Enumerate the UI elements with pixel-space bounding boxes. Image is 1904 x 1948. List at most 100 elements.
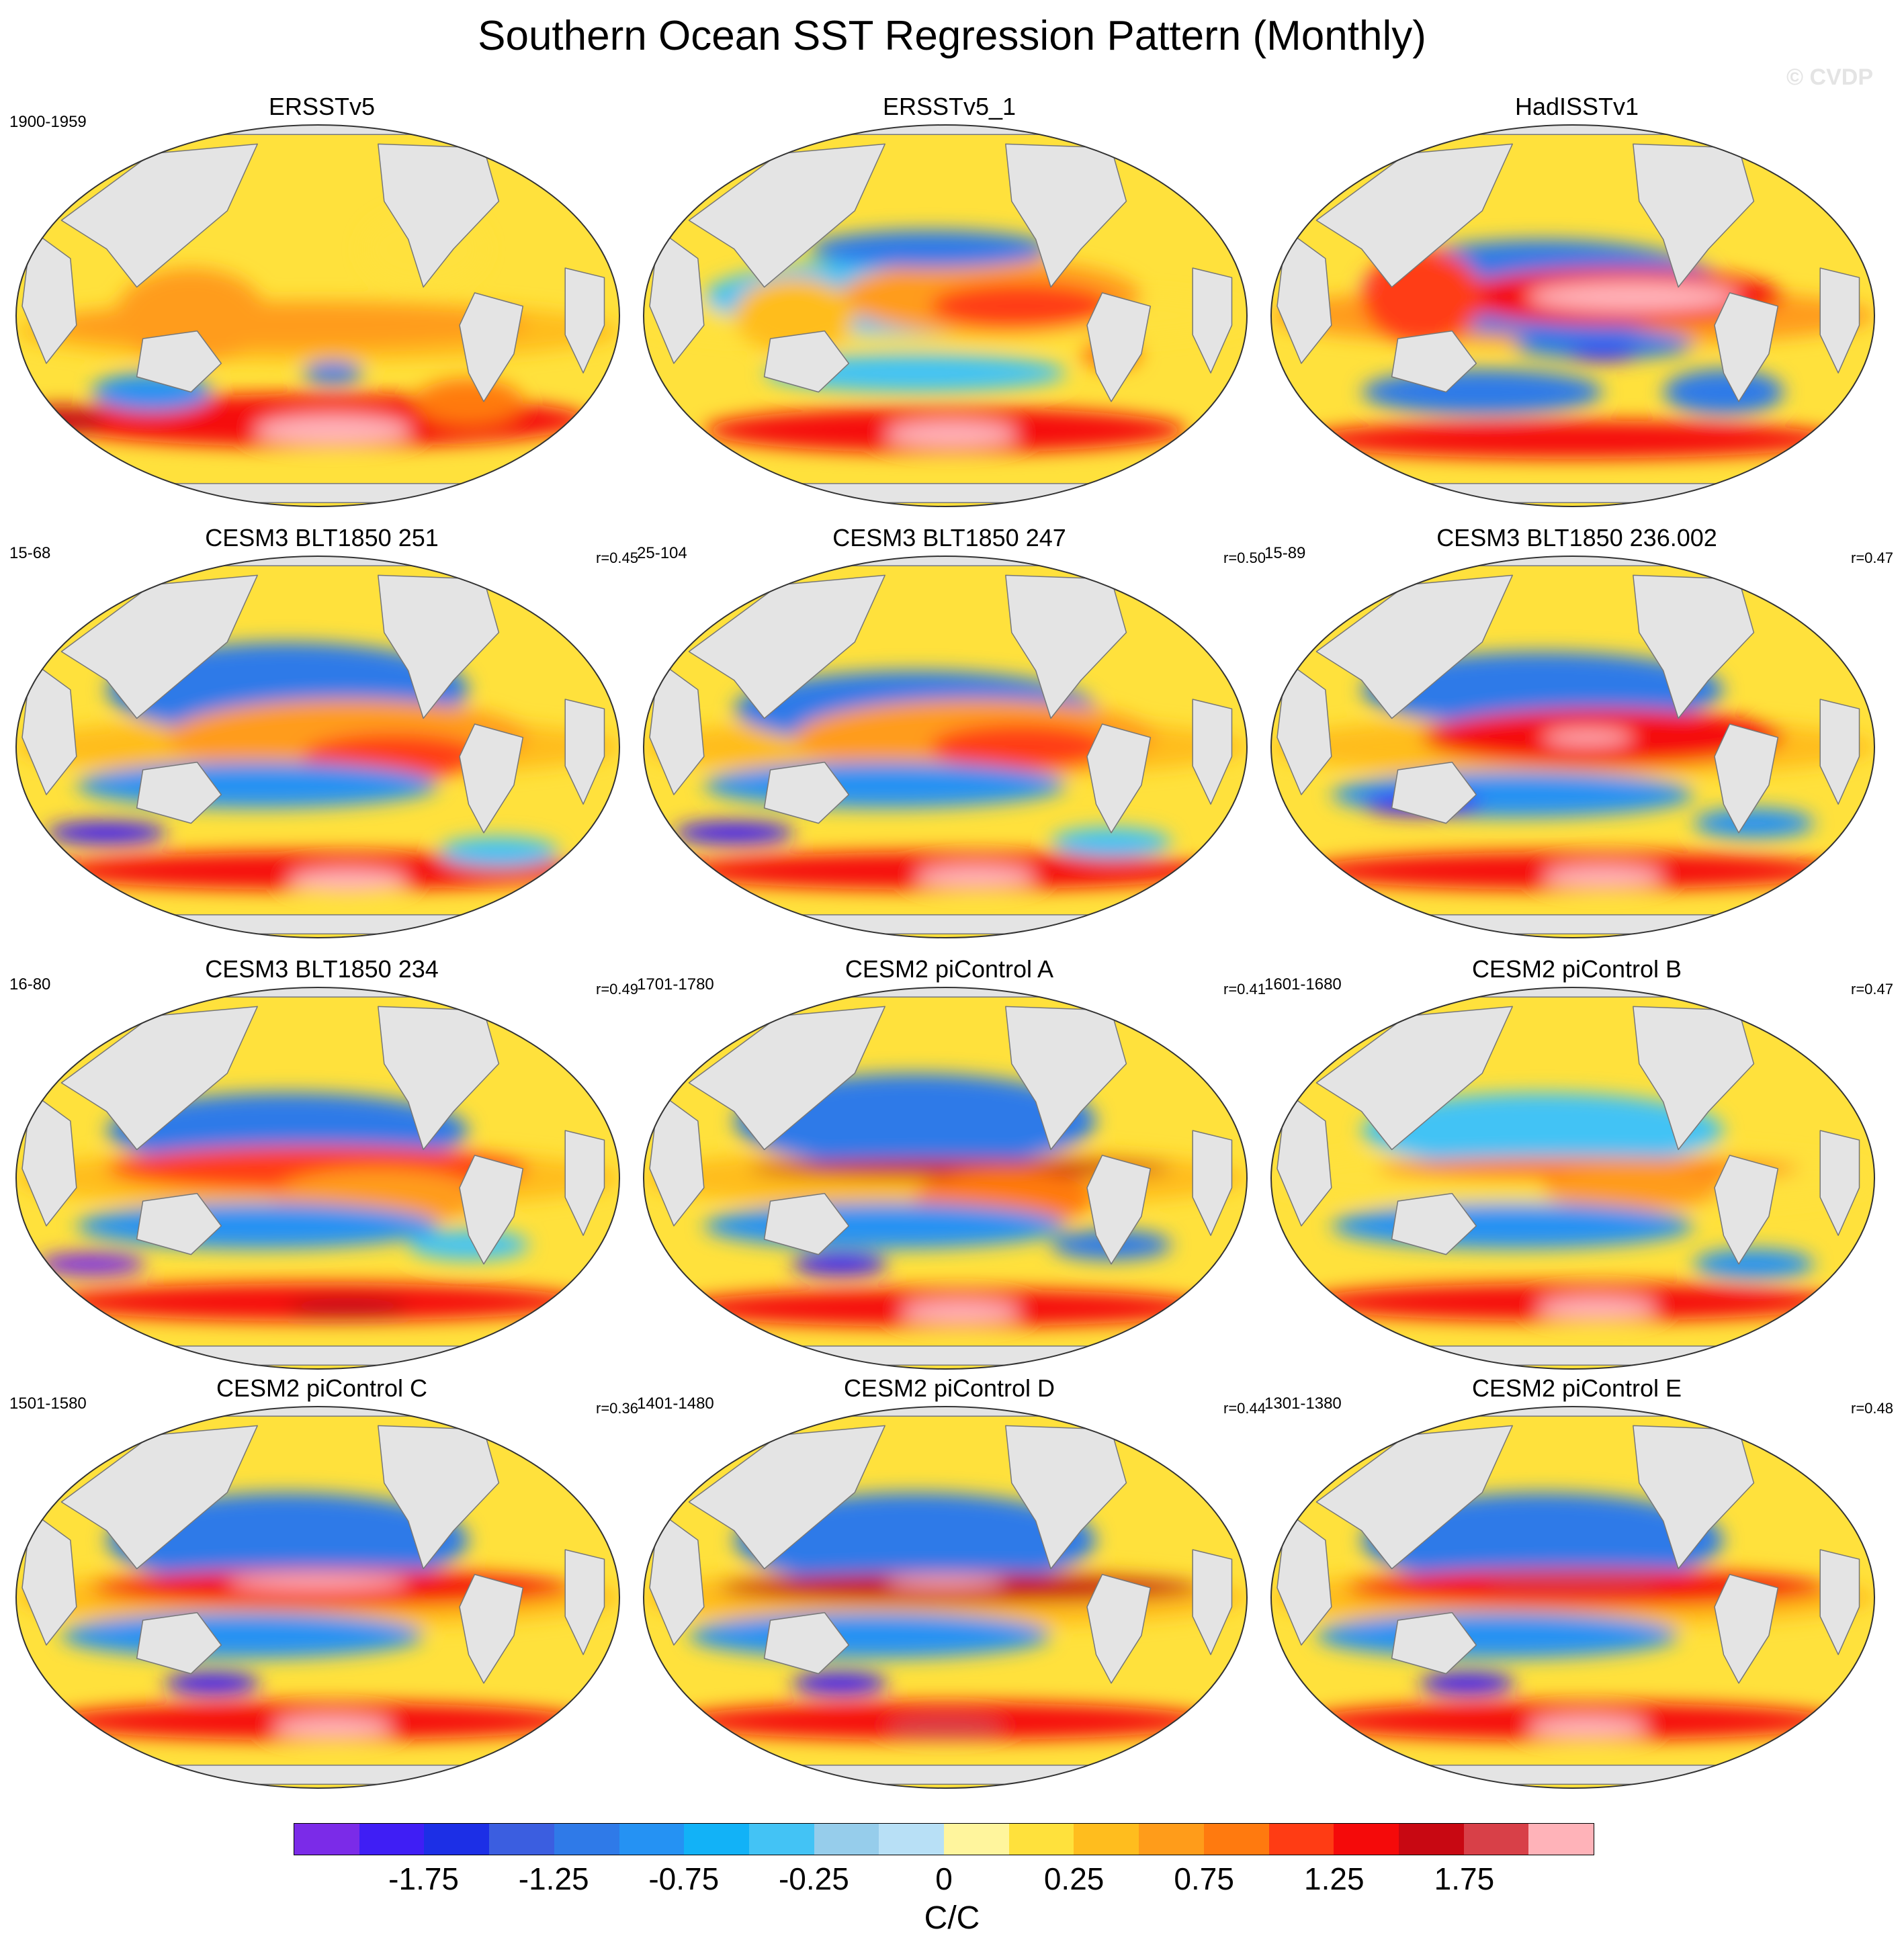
colorbar-swatch	[294, 1824, 359, 1855]
sst-anomaly-region	[930, 723, 1111, 770]
sst-anomaly-region	[930, 283, 1111, 329]
continent-asia	[688, 574, 885, 719]
continent-europe-africa-w	[1276, 660, 1332, 795]
continent-antarctica	[718, 483, 1172, 504]
sst-anomaly-region	[288, 869, 408, 892]
sst-anomaly-region	[288, 1296, 408, 1320]
map-panel: CESM2 piControl B 1601-1680 r=0.47	[1264, 955, 1893, 1386]
panel-period: 1701-1780	[637, 975, 714, 993]
sst-anomaly-region	[885, 1716, 1006, 1739]
map-panel: CESM2 piControl E 1301-1380 r=0.48	[1264, 1374, 1893, 1806]
colorbar-swatch	[1528, 1824, 1594, 1855]
continent-asia	[1315, 143, 1513, 288]
map-panel: CESM2 piControl D 1401-1480 r=0.44	[637, 1374, 1266, 1806]
colorbar-swatch	[1139, 1824, 1204, 1855]
continent-africa	[1192, 1549, 1233, 1655]
panel-pattern-correlation: r=0.36	[596, 1400, 638, 1417]
sst-anomaly-region	[61, 1612, 424, 1658]
sst-anomaly-region	[703, 1202, 1066, 1249]
continent-south-america	[1086, 723, 1152, 834]
continent-antarctica	[91, 914, 545, 935]
continent-asia	[1315, 1006, 1513, 1151]
map-border	[15, 124, 620, 507]
sst-regression-map	[1270, 124, 1875, 507]
map-panel: CESM3 BLT1850 251 15-68 r=0.45	[9, 524, 638, 955]
continent-africa	[1819, 699, 1860, 805]
continent-australia	[1391, 1611, 1477, 1675]
continent-antarctica	[1346, 483, 1800, 504]
panel-title: ERSSTv5_1	[882, 93, 1016, 120]
map-border	[15, 556, 620, 938]
map-border	[643, 1406, 1248, 1789]
continent-australia	[763, 1611, 850, 1675]
panel-title: CESM2 piControl C	[216, 1374, 428, 1402]
continent-antarctica	[718, 1345, 1172, 1366]
map-panel: ERSSTv5 1900-1959	[9, 93, 634, 524]
colorbar-swatch	[359, 1824, 425, 1855]
panel-title: CESM3 BLT1850 247	[832, 524, 1066, 551]
sst-anomaly-region	[1316, 1612, 1679, 1658]
colorbar-swatch	[1074, 1824, 1139, 1855]
colorbar-swatch	[1268, 1824, 1334, 1855]
sst-anomaly-region	[76, 762, 439, 808]
sst-anomaly-region	[438, 836, 560, 867]
panel-period: 16-80	[9, 975, 51, 993]
continent-arctic	[1421, 556, 1725, 566]
continent-antarctica	[718, 914, 1172, 935]
continent-europe-africa-w	[21, 1511, 77, 1646]
panel-pattern-correlation: r=0.44	[1223, 1400, 1266, 1417]
sst-anomaly-region	[900, 1300, 1021, 1323]
sst-anomaly-region	[1301, 420, 1845, 459]
colorbar-swatch	[424, 1824, 490, 1855]
sst-regression-map	[15, 1406, 620, 1789]
sst-anomaly-region	[272, 1716, 394, 1739]
continent-south-america	[1714, 723, 1779, 834]
continent-arctic	[793, 987, 1097, 998]
panel-pattern-correlation: r=0.48	[1851, 1400, 1893, 1417]
sst-anomaly-region	[1527, 281, 1739, 312]
panel-pattern-correlation: r=0.50	[1223, 549, 1266, 566]
sst-anomaly-region	[809, 230, 1051, 268]
continent-africa	[1192, 267, 1233, 373]
sst-anomaly-region	[915, 865, 1036, 889]
colorbar-swatch	[1203, 1824, 1269, 1855]
panel-period: 25-104	[637, 544, 687, 562]
continent-south-america	[459, 723, 524, 834]
colorbar-units-label: C/C	[924, 1900, 980, 1936]
continent-south-america	[1714, 292, 1779, 402]
sst-anomaly-region	[885, 420, 1018, 447]
panel-period: 1900-1959	[9, 113, 87, 131]
sst-anomaly-region	[749, 1159, 1172, 1178]
continent-antarctica	[1346, 914, 1800, 935]
panel-period: 15-89	[1264, 544, 1306, 562]
continent-africa	[564, 699, 605, 805]
sst-anomaly-region	[227, 1574, 408, 1590]
continent-asia	[688, 143, 885, 288]
sst-anomaly-region	[1051, 827, 1172, 858]
sst-anomaly-region	[1482, 1574, 1663, 1590]
sst-regression-map	[643, 124, 1248, 507]
sst-anomaly-region	[302, 361, 363, 385]
sst-anomaly-region	[254, 414, 412, 446]
continent-arctic	[793, 556, 1097, 566]
continent-arctic	[166, 556, 470, 566]
continent-australia	[763, 761, 850, 824]
colorbar-swatch	[684, 1824, 749, 1855]
sst-regression-map	[1270, 987, 1875, 1370]
continent-arctic	[166, 1407, 470, 1417]
continent-australia	[1391, 330, 1477, 393]
continent-europe-africa-w	[649, 1511, 705, 1646]
panel-title: CESM3 BLT1850 251	[205, 524, 439, 551]
sst-regression-map	[1270, 1406, 1875, 1789]
colorbar-swatch	[1008, 1824, 1074, 1855]
continent-africa	[564, 1549, 605, 1655]
map-border	[643, 987, 1248, 1370]
panel-title: CESM3 BLT1850 236.002	[1436, 524, 1717, 551]
colorbar-swatch	[748, 1824, 814, 1855]
sst-anomaly-region	[1693, 1249, 1815, 1280]
panel-period: 1301-1380	[1264, 1394, 1342, 1413]
continent-antarctica	[91, 1765, 545, 1785]
sst-regression-map	[15, 987, 620, 1370]
colorbar-swatch	[489, 1824, 554, 1855]
map-border	[643, 556, 1248, 938]
